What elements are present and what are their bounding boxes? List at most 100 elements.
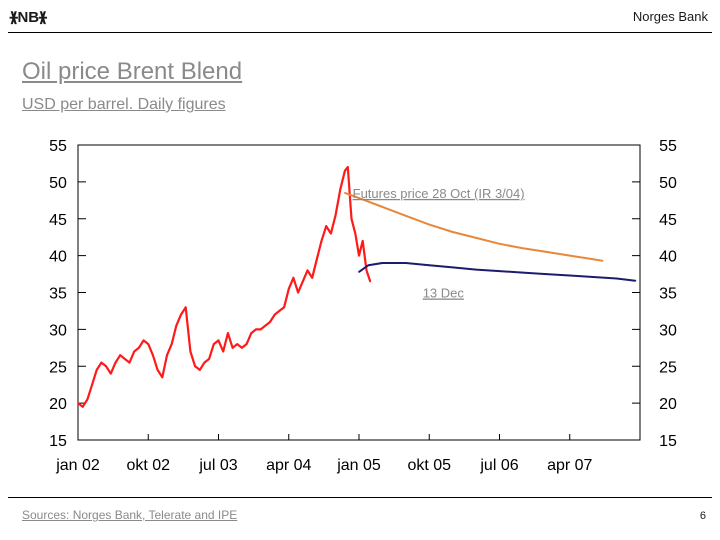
y-tick-label-left: 35 (49, 286, 67, 303)
data-point (217, 339, 220, 342)
data-point (109, 372, 112, 375)
data-point (381, 206, 384, 208)
data-point (100, 361, 103, 364)
x-tick-label: jan 05 (336, 457, 381, 474)
annotation-label: 13 Dec (423, 286, 465, 301)
y-tick-label-right: 50 (659, 175, 677, 192)
data-point (545, 273, 548, 275)
data-point (311, 276, 314, 279)
data-point (152, 354, 154, 357)
data-point (119, 354, 122, 357)
data-point (189, 350, 192, 353)
data-point (350, 217, 353, 220)
data-point (634, 279, 637, 282)
data-point (361, 239, 364, 242)
axis-ticks: 15 15 20 20 25 25 30 30 35 35 40 40 45 45 50 50 55 55 jan … (49, 138, 677, 474)
data-point (241, 346, 243, 349)
y-tick-label-right: 55 (659, 138, 677, 155)
data-point (156, 369, 159, 371)
y-tick-label-left: 30 (49, 322, 67, 339)
data-point (236, 343, 239, 346)
y-tick-label-right: 15 (659, 433, 677, 450)
data-point (325, 225, 328, 228)
data-point (428, 223, 431, 226)
data-point (568, 274, 571, 277)
data-point (170, 343, 173, 346)
annotation-label: Futures price 28 Oct (IR 3/04) (353, 186, 525, 201)
data-point (369, 280, 372, 283)
page-number: 6 (699, 510, 706, 522)
chart-subtitle: USD per barrel. Daily figures (22, 96, 226, 113)
y-tick-label-right: 30 (659, 322, 677, 339)
data-point (306, 269, 309, 272)
data-point (498, 270, 501, 273)
data-point (180, 313, 182, 316)
data-point (283, 306, 285, 309)
data-point (194, 365, 196, 368)
data-point (147, 343, 150, 346)
data-point (358, 254, 360, 257)
data-point (404, 262, 407, 264)
norges-bank-logo: ᚕNBᚕ (10, 9, 47, 26)
y-tick-label-right: 35 (659, 286, 677, 303)
x-tick-label: apr 04 (266, 457, 311, 474)
data-point (339, 188, 342, 191)
y-tick-label-left: 40 (49, 249, 67, 266)
data-point (346, 166, 349, 169)
footer-rule (8, 497, 712, 498)
data-point (428, 264, 431, 267)
data-point (498, 242, 501, 245)
data-point (212, 343, 215, 346)
y-tick-label-left: 15 (49, 433, 67, 450)
data-point (250, 332, 253, 334)
data-point (320, 239, 323, 242)
data-point (354, 232, 357, 235)
series-line (344, 191, 603, 262)
annotations: Futures price 28 Oct (IR 3/04) 13 Dec (353, 186, 525, 301)
data-point (133, 350, 136, 353)
x-tick-label: jan 02 (55, 457, 100, 474)
data-point (404, 214, 407, 217)
x-tick-label: jul 03 (198, 457, 237, 474)
data-point (568, 254, 571, 257)
data-point (522, 247, 524, 250)
series-1 (344, 191, 604, 262)
y-tick-label-left: 20 (49, 396, 67, 413)
data-point (222, 350, 225, 353)
data-point (344, 169, 346, 172)
bank-name: Norges Bank (632, 9, 708, 24)
data-point (86, 398, 89, 401)
data-point (522, 271, 524, 274)
data-point (315, 258, 318, 261)
data-point (475, 268, 477, 271)
data-point (592, 276, 595, 278)
data-point (330, 232, 332, 235)
data-point (77, 402, 79, 405)
data-point (451, 231, 454, 233)
data-point (273, 313, 276, 316)
x-tick-label: jul 06 (479, 457, 518, 474)
data-point (184, 306, 187, 309)
data-point (475, 237, 477, 239)
data-point (95, 369, 98, 371)
y-tick-label-left: 45 (49, 212, 67, 229)
y-tick-label-left: 25 (49, 359, 67, 376)
data-point (166, 354, 168, 357)
data-point (203, 361, 206, 364)
data-point (259, 328, 262, 331)
data-point (358, 197, 360, 200)
data-point (292, 276, 295, 279)
data-point (81, 405, 84, 408)
x-tick-label: okt 05 (407, 457, 451, 474)
data-point (287, 287, 290, 290)
data-point (269, 321, 271, 323)
data-point (91, 383, 93, 386)
y-tick-label-left: 55 (49, 138, 67, 155)
series-line (77, 166, 372, 408)
data-point (231, 346, 234, 349)
data-point (592, 258, 595, 261)
data-point (278, 310, 281, 312)
data-point (105, 365, 107, 368)
y-tick-label-right: 40 (659, 249, 677, 266)
